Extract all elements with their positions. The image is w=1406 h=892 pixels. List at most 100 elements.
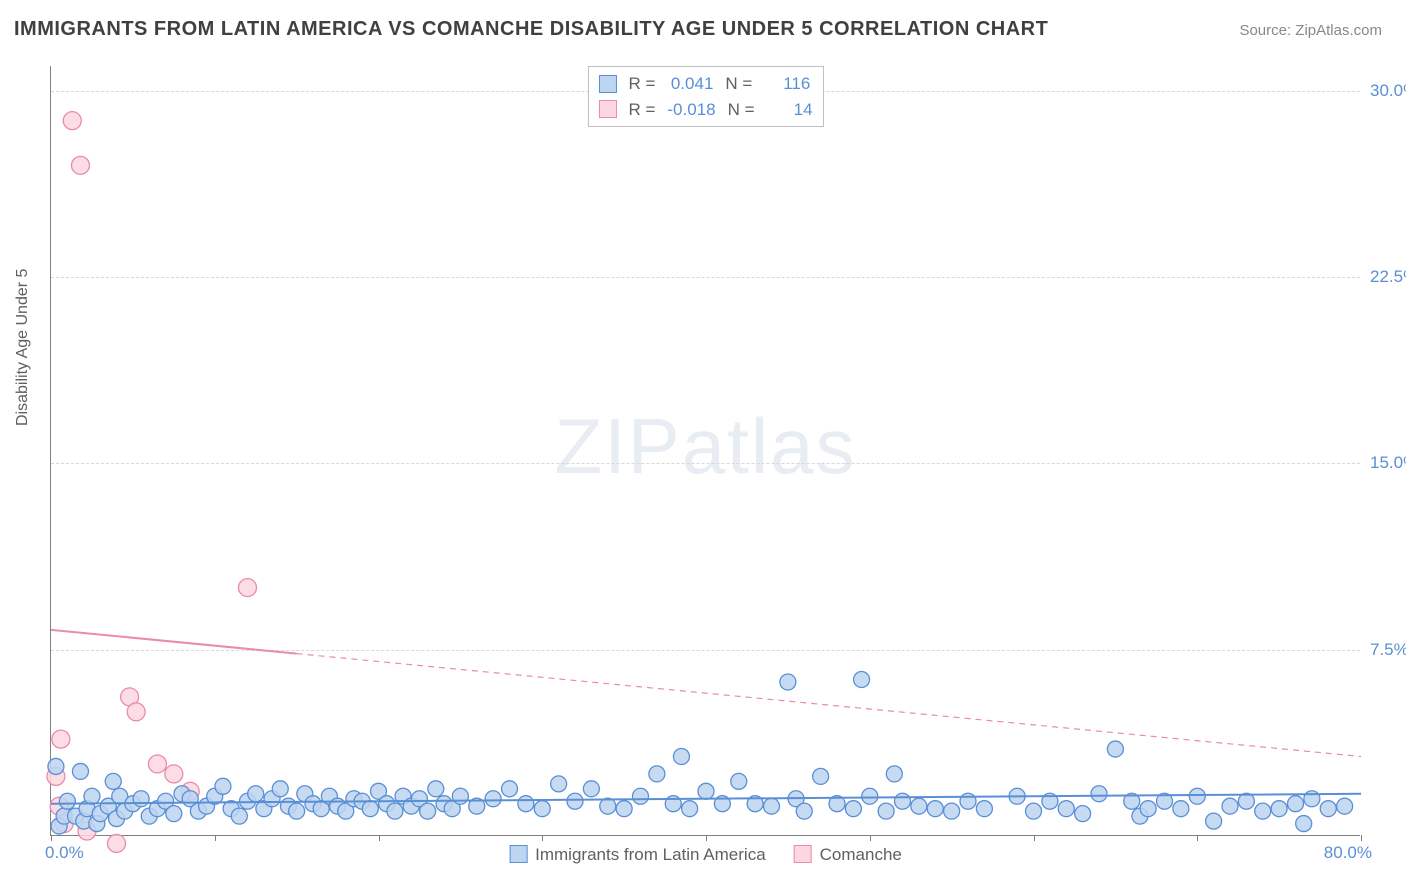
- latin-point: [1255, 803, 1271, 819]
- latin-point: [583, 781, 599, 797]
- latin-point: [48, 758, 64, 774]
- latin-point: [731, 773, 747, 789]
- comanche-trendline: [51, 630, 297, 654]
- latin-point: [780, 674, 796, 690]
- y-tick-label: 22.5%: [1370, 267, 1406, 287]
- latin-point: [764, 798, 780, 814]
- latin-point: [485, 791, 501, 807]
- latin-point: [518, 796, 534, 812]
- latin-point: [698, 783, 714, 799]
- latin-point: [1026, 803, 1042, 819]
- plot-area: ZIPatlas 7.5%15.0%22.5%30.0% R =0.041N =…: [50, 66, 1360, 836]
- bottom-legend-item-comanche: Comanche: [794, 845, 902, 865]
- latin-point: [813, 768, 829, 784]
- legend-stats-box: R =0.041N =116R =-0.018N =14: [587, 66, 823, 127]
- latin-point: [1189, 788, 1205, 804]
- comanche-point: [239, 579, 257, 597]
- x-tick-mark: [379, 835, 380, 841]
- x-tick-mark: [51, 835, 52, 841]
- latin-point: [72, 763, 88, 779]
- x-tick-mark: [706, 835, 707, 841]
- legend-n-label: N =: [725, 71, 752, 97]
- legend-swatch: [794, 845, 812, 863]
- latin-point: [567, 793, 583, 809]
- comanche-point: [71, 156, 89, 174]
- latin-point: [1075, 806, 1091, 822]
- legend-stats-row-comanche: R = -0.018 N = 14: [598, 97, 812, 123]
- latin-point: [534, 801, 550, 817]
- latin-point: [1271, 801, 1287, 817]
- legend-n-label: N =: [728, 97, 755, 123]
- comanche-point: [52, 730, 70, 748]
- latin-point: [1296, 816, 1312, 832]
- comanche-point: [63, 112, 81, 130]
- latin-point: [272, 781, 288, 797]
- comanche-point: [127, 703, 145, 721]
- legend-swatch: [509, 845, 527, 863]
- latin-point: [362, 801, 378, 817]
- x-tick-mark: [1034, 835, 1035, 841]
- latin-point: [1320, 801, 1336, 817]
- x-axis-min-label: 0.0%: [45, 843, 84, 863]
- latin-point: [944, 803, 960, 819]
- latin-point: [878, 803, 894, 819]
- legend-r-label: R =: [628, 71, 655, 97]
- latin-point: [59, 793, 75, 809]
- latin-point: [845, 801, 861, 817]
- latin-point: [862, 788, 878, 804]
- y-tick-label: 30.0%: [1370, 81, 1406, 101]
- latin-point: [231, 808, 247, 824]
- legend-r-label: R =: [628, 97, 655, 123]
- latin-point: [682, 801, 698, 817]
- latin-point: [927, 801, 943, 817]
- latin-point: [215, 778, 231, 794]
- latin-point: [1337, 798, 1353, 814]
- y-tick-label: 7.5%: [1370, 640, 1406, 660]
- latin-point: [649, 766, 665, 782]
- latin-point: [1206, 813, 1222, 829]
- latin-point: [1140, 801, 1156, 817]
- latin-point: [289, 803, 305, 819]
- latin-point: [1288, 796, 1304, 812]
- legend-swatch: [598, 100, 616, 118]
- latin-point: [600, 798, 616, 814]
- latin-point: [1091, 786, 1107, 802]
- comanche-point: [148, 755, 166, 773]
- latin-point: [428, 781, 444, 797]
- latin-point: [895, 793, 911, 809]
- latin-point: [1058, 801, 1074, 817]
- x-tick-mark: [215, 835, 216, 841]
- x-tick-mark: [1361, 835, 1362, 841]
- legend-stats-row-latin: R =0.041N =116: [598, 71, 812, 97]
- comanche-point: [108, 834, 126, 852]
- latin-point: [420, 803, 436, 819]
- bottom-legend-label: Immigrants from Latin America: [535, 845, 766, 864]
- legend-r-value: 0.041: [667, 71, 713, 97]
- latin-point: [673, 749, 689, 765]
- latin-point: [133, 791, 149, 807]
- latin-point: [616, 801, 632, 817]
- bottom-legend-item-latin: Immigrants from Latin America: [509, 845, 766, 865]
- comanche-point: [165, 765, 183, 783]
- latin-point: [452, 788, 468, 804]
- x-axis-max-label: 80.0%: [1324, 843, 1372, 863]
- legend-r-value: -0.018: [667, 97, 715, 123]
- latin-point: [105, 773, 121, 789]
- source-attribution: Source: ZipAtlas.com: [1239, 22, 1382, 39]
- legend-swatch: [598, 75, 616, 93]
- latin-point: [1222, 798, 1238, 814]
- x-tick-mark: [1197, 835, 1198, 841]
- latin-point: [166, 806, 182, 822]
- legend-n-value: 14: [767, 97, 813, 123]
- latin-point: [502, 781, 518, 797]
- x-tick-mark: [542, 835, 543, 841]
- latin-point: [960, 793, 976, 809]
- y-tick-label: 15.0%: [1370, 453, 1406, 473]
- latin-point: [84, 788, 100, 804]
- bottom-legend-label: Comanche: [820, 845, 902, 864]
- latin-point: [633, 788, 649, 804]
- chart-title: IMMIGRANTS FROM LATIN AMERICA VS COMANCH…: [14, 18, 1048, 41]
- latin-point: [1107, 741, 1123, 757]
- y-axis-label: Disability Age Under 5: [14, 269, 32, 426]
- latin-point: [976, 801, 992, 817]
